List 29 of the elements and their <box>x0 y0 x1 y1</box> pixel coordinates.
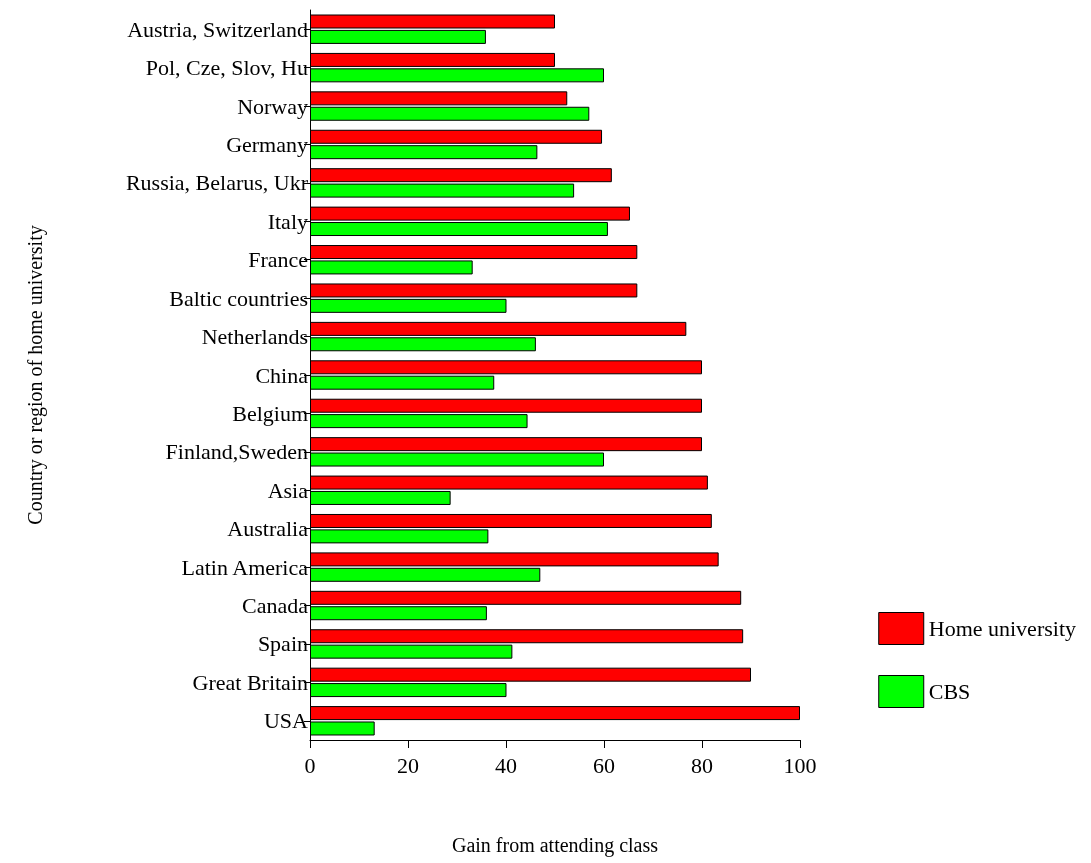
y-tick-label: Asia <box>267 477 309 503</box>
legend-label: CBS <box>928 679 971 704</box>
y-tick-label: Italy <box>267 208 308 234</box>
x-tick-label: 60 <box>593 752 615 778</box>
y-tick-label: Finland,Sweden <box>165 439 308 465</box>
legend-label: Home university <box>928 616 1077 641</box>
x-tick-label: 80 <box>691 752 713 778</box>
y-tick-label: Baltic countries <box>169 285 308 311</box>
y-axis-title: Country or region of home university <box>24 225 47 525</box>
x-tick-label: 20 <box>397 752 419 778</box>
y-tick-label: Pol, Cze, Slov, Hu <box>145 55 308 81</box>
y-tick-label: France <box>248 247 308 273</box>
x-tick-label: 40 <box>495 752 517 778</box>
y-tick-label: Austria, Switzerland <box>127 16 308 42</box>
x-axis-title: Gain from attending class <box>451 834 659 857</box>
y-tick-label: Great Britain <box>192 669 308 695</box>
y-tick-label: Latin America <box>181 554 309 580</box>
y-tick-label: USA <box>263 708 309 734</box>
y-tick-label: Australia <box>227 516 309 542</box>
y-tick-label: Netherlands <box>201 324 308 350</box>
y-tick-label: China <box>255 362 309 388</box>
y-tick-label: Germany <box>226 131 308 157</box>
y-tick-label: Norway <box>237 93 308 119</box>
y-tick-label: Canada <box>242 593 309 619</box>
x-tick-label: 100 <box>783 752 817 778</box>
x-tick-label: 0 <box>304 752 316 778</box>
y-tick-label: Belgium <box>232 400 308 426</box>
y-tick-label: Spain <box>257 631 308 657</box>
y-tick-label: Russia, Belarus, Ukr <box>125 170 309 196</box>
